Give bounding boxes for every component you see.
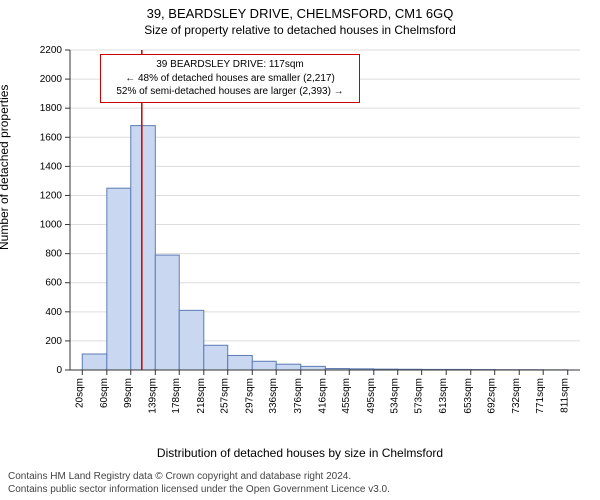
svg-text:400: 400 (45, 307, 62, 318)
svg-text:218sqm: 218sqm (196, 378, 207, 414)
title-sub: Size of property relative to detached ho… (0, 23, 600, 37)
title-main: 39, BEARDSLEY DRIVE, CHELMSFORD, CM1 6GQ (0, 6, 600, 21)
info-line-2: ← 48% of detached houses are smaller (2,… (107, 72, 353, 86)
svg-text:200: 200 (45, 336, 62, 347)
info-line-1: 39 BEARDSLEY DRIVE: 117sqm (107, 58, 353, 72)
svg-text:495sqm: 495sqm (366, 378, 377, 414)
footer-line-2: Contains public sector information licen… (8, 484, 390, 497)
svg-text:534sqm: 534sqm (390, 378, 401, 414)
svg-text:376sqm: 376sqm (293, 378, 304, 414)
svg-text:800: 800 (45, 249, 62, 260)
svg-text:257sqm: 257sqm (220, 378, 231, 414)
info-line-3: 52% of semi-detached houses are larger (… (107, 85, 353, 99)
svg-text:653sqm: 653sqm (463, 378, 474, 414)
svg-text:1400: 1400 (40, 161, 63, 172)
svg-text:139sqm: 139sqm (147, 378, 158, 414)
footer-attribution: Contains HM Land Registry data © Crown c… (8, 471, 390, 496)
svg-text:613sqm: 613sqm (438, 378, 449, 414)
svg-text:732sqm: 732sqm (511, 378, 522, 414)
x-axis-label: Distribution of detached houses by size … (0, 446, 600, 460)
svg-text:297sqm: 297sqm (244, 378, 255, 414)
svg-text:600: 600 (45, 278, 62, 289)
svg-text:771sqm: 771sqm (535, 378, 546, 414)
svg-text:692sqm: 692sqm (487, 378, 498, 414)
svg-text:1000: 1000 (40, 220, 63, 231)
svg-text:178sqm: 178sqm (171, 378, 182, 414)
svg-text:1800: 1800 (40, 103, 63, 114)
title-block: 39, BEARDSLEY DRIVE, CHELMSFORD, CM1 6GQ… (0, 0, 600, 37)
svg-text:0: 0 (56, 365, 62, 376)
svg-text:60sqm: 60sqm (99, 378, 110, 408)
svg-text:20sqm: 20sqm (74, 378, 85, 408)
svg-text:455sqm: 455sqm (341, 378, 352, 414)
svg-text:99sqm: 99sqm (123, 378, 134, 408)
svg-text:1600: 1600 (40, 132, 63, 143)
svg-text:2200: 2200 (40, 45, 63, 56)
svg-text:811sqm: 811sqm (560, 378, 571, 413)
svg-text:2000: 2000 (40, 74, 63, 85)
footer-line-1: Contains HM Land Registry data © Crown c… (8, 471, 390, 484)
chart-area: 0 200 400 600 800 1000 1200 1400 1600 1800 2000 220… (0, 40, 600, 460)
svg-text:573sqm: 573sqm (414, 378, 425, 414)
property-info-box: 39 BEARDSLEY DRIVE: 117sqm ← 48% of deta… (100, 54, 360, 103)
svg-text:1200: 1200 (40, 190, 63, 201)
svg-text:336sqm: 336sqm (268, 378, 279, 414)
svg-text:416sqm: 416sqm (317, 378, 328, 414)
y-axis-label: Number of detached properties (0, 85, 11, 250)
